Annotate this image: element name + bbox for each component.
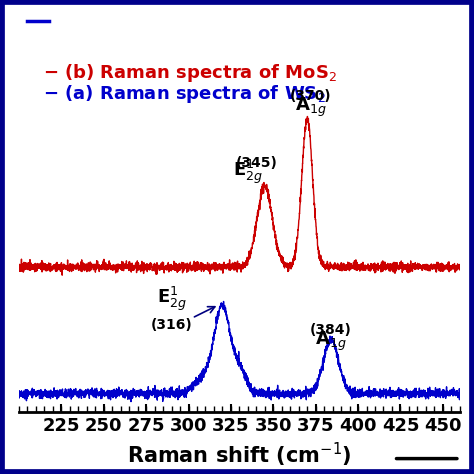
Text: (345): (345) — [236, 156, 277, 170]
Text: E$^1_{2g}$: E$^1_{2g}$ — [233, 158, 263, 186]
Text: (370): (370) — [290, 89, 331, 103]
Text: A$_{1g}$: A$_{1g}$ — [295, 96, 327, 119]
Text: $\bf{-}$ (a) Raman spectra of WS$_2$: $\bf{-}$ (a) Raman spectra of WS$_2$ — [43, 83, 326, 105]
Text: $\bf{-}$ (b) Raman spectra of MoS$_2$: $\bf{-}$ (b) Raman spectra of MoS$_2$ — [43, 62, 337, 84]
X-axis label: Raman shift (cm$^{-1}$): Raman shift (cm$^{-1}$) — [127, 441, 352, 469]
Text: A$_{1g}$: A$_{1g}$ — [315, 330, 347, 353]
Text: (384): (384) — [310, 323, 352, 337]
Text: E$^1_{2g}$: E$^1_{2g}$ — [156, 284, 187, 313]
Text: (316): (316) — [151, 318, 192, 332]
